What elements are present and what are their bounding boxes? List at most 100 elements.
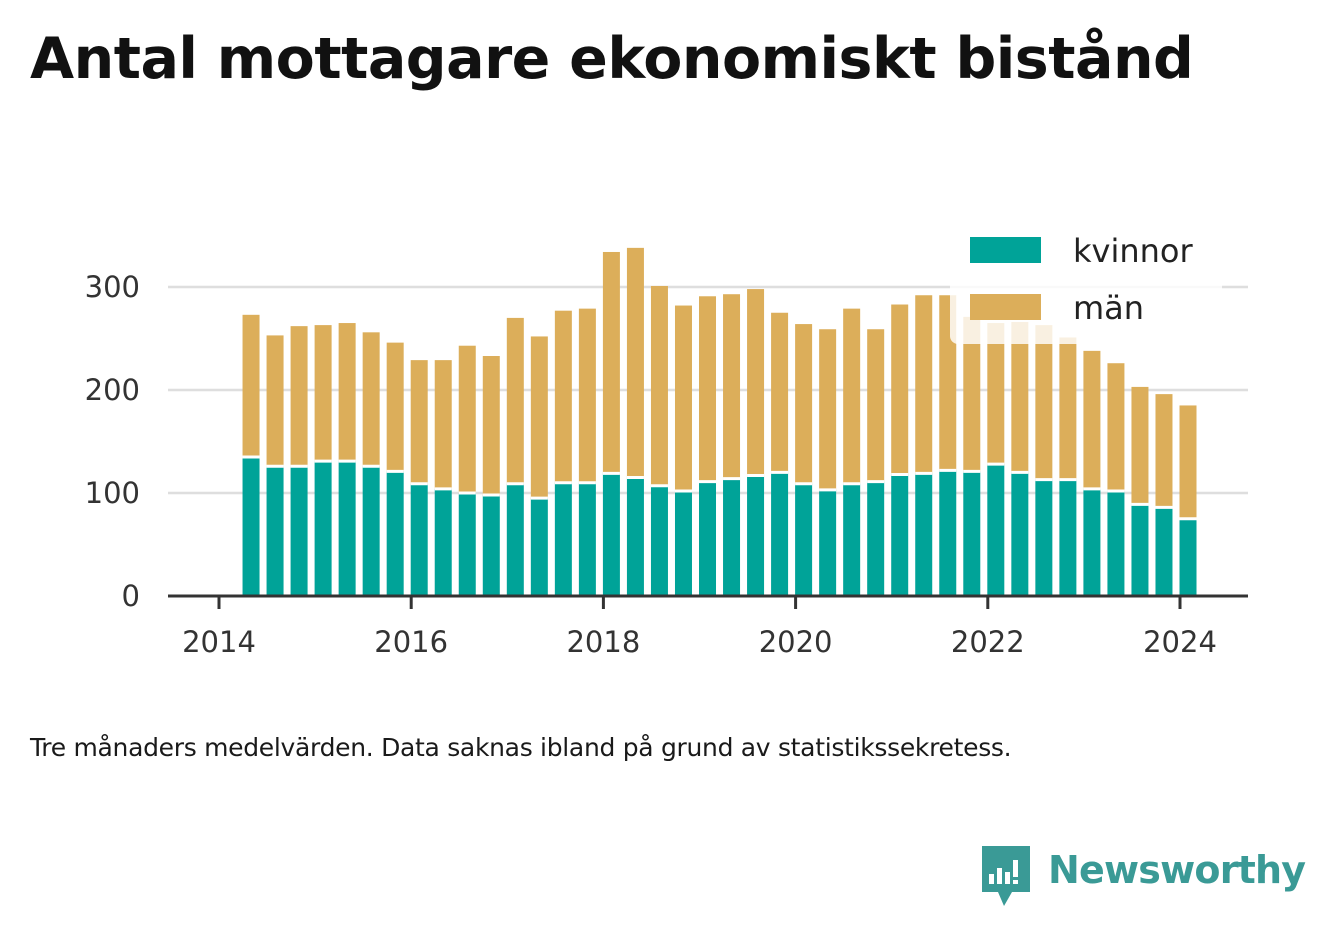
bar-man [626, 247, 644, 478]
bar-man [891, 304, 909, 475]
bar-man [1155, 394, 1173, 508]
y-tick-label: 0 [122, 579, 140, 613]
bar-man [1059, 337, 1077, 480]
y-tick-label: 100 [85, 476, 140, 510]
bar-man [867, 329, 885, 482]
bar-kvinnor [434, 488, 452, 596]
bar-man [674, 305, 692, 491]
bar-kvinnor [578, 482, 596, 596]
bar-kvinnor [314, 461, 332, 596]
bar-man [482, 356, 500, 496]
bar-man [338, 323, 356, 462]
bar-man [1083, 350, 1101, 489]
bar-kvinnor [386, 471, 404, 596]
legend-swatch [970, 294, 1041, 320]
bar-kvinnor [1083, 488, 1101, 596]
bar-kvinnor [891, 474, 909, 596]
legend-label: kvinnor [1073, 232, 1194, 270]
bar-kvinnor [1107, 490, 1125, 596]
bar-kvinnor [458, 493, 476, 596]
bar-man [795, 324, 813, 484]
newsworthy-logo: Newsworthy [982, 846, 1306, 910]
bar-man [290, 326, 308, 467]
bar-man [386, 342, 404, 472]
y-tick-label: 300 [85, 270, 140, 304]
bar-kvinnor [1131, 504, 1149, 596]
bar-man [242, 314, 260, 457]
bar-man [1179, 405, 1197, 519]
y-tick-label: 200 [85, 373, 140, 407]
legend-label: män [1073, 289, 1144, 327]
legend-swatch [970, 237, 1041, 263]
bar-man [506, 317, 524, 484]
bar-kvinnor [1179, 518, 1197, 596]
bar-kvinnor [626, 477, 644, 596]
bar-man [410, 360, 428, 484]
bar-kvinnor [795, 483, 813, 596]
bar-kvinnor [843, 483, 861, 596]
legend: kvinnor män [950, 222, 1222, 344]
bar-kvinnor [867, 481, 885, 596]
bar-man [458, 345, 476, 493]
bar-kvinnor [674, 490, 692, 596]
newsworthy-logo-text: Newsworthy [1048, 848, 1306, 892]
bar-kvinnor [939, 470, 957, 596]
bar-kvinnor [530, 498, 548, 596]
bar-kvinnor [1059, 479, 1077, 596]
bar-kvinnor [290, 466, 308, 596]
bar-man [987, 323, 1005, 465]
newsworthy-logo-icon [982, 846, 1030, 906]
bar-man [1035, 325, 1053, 480]
bar-kvinnor [482, 495, 500, 596]
bar-man [530, 336, 548, 499]
bar-man [602, 251, 620, 474]
bar-kvinnor [771, 472, 789, 596]
axes: 0 100 200 300 2014 2016 2018 2020 2022 2024 [85, 270, 1248, 659]
bar-kvinnor [963, 471, 981, 596]
bar-man [266, 335, 284, 467]
bar-kvinnor [1155, 507, 1173, 596]
bar-man [723, 294, 741, 479]
bar-man [434, 360, 452, 489]
bar-man [1131, 386, 1149, 505]
bar-kvinnor [819, 489, 837, 596]
x-tick-label: 2024 [1143, 625, 1217, 659]
bar-kvinnor [554, 482, 572, 596]
bar-man [963, 316, 981, 472]
bar-man [1107, 363, 1125, 491]
chart-note: Tre månaders medelvärden. Data saknas ib… [30, 733, 1012, 762]
bar-kvinnor [747, 475, 765, 596]
bar-kvinnor [410, 483, 428, 596]
bar-kvinnor [602, 473, 620, 596]
bar-kvinnor [699, 481, 717, 596]
bar-kvinnor [266, 466, 284, 596]
bar-man [554, 310, 572, 483]
bar-kvinnor [506, 483, 524, 596]
bar-kvinnor [338, 461, 356, 596]
chart-title: Antal mottagare ekonomiskt bistånd [30, 26, 1194, 92]
bars [242, 247, 1197, 596]
bar-man [650, 285, 668, 486]
bar-kvinnor [723, 478, 741, 596]
x-tick-label: 2018 [566, 625, 640, 659]
bar-kvinnor [650, 485, 668, 596]
bar-kvinnor [1011, 472, 1029, 596]
bar-man [771, 312, 789, 473]
bar-man [1011, 322, 1029, 473]
bar-kvinnor [362, 466, 380, 596]
bar-man [314, 325, 332, 462]
bar-kvinnor [987, 464, 1005, 596]
x-tick-label: 2016 [374, 625, 448, 659]
bar-man [699, 296, 717, 482]
bar-kvinnor [1035, 479, 1053, 596]
bar-kvinnor [242, 456, 260, 596]
bar-kvinnor [915, 473, 933, 596]
bar-man [747, 289, 765, 476]
bar-man [915, 295, 933, 474]
x-tick-label: 2020 [759, 625, 833, 659]
bar-man [843, 308, 861, 484]
x-tick-label: 2014 [182, 625, 256, 659]
bar-man [578, 308, 596, 483]
x-tick-label: 2022 [951, 625, 1025, 659]
